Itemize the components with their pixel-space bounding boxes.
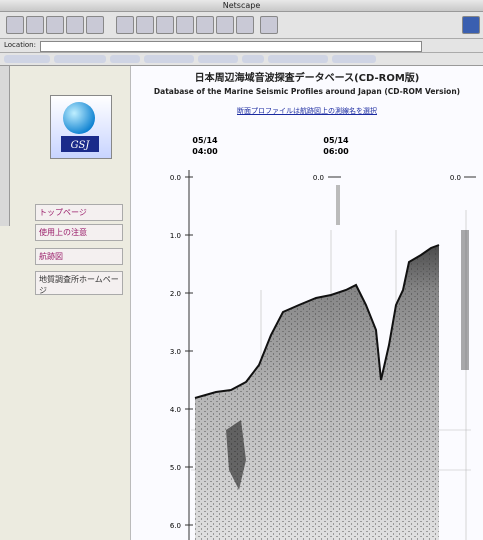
bookmark[interactable]: [332, 55, 376, 63]
browser-window: Netscape Location: GSJ: [0, 0, 483, 540]
url-field[interactable]: [40, 41, 422, 52]
depth-tick-label: 0.0: [170, 174, 181, 182]
right-axis-label: 0.0: [450, 174, 461, 182]
window-title: Netscape: [0, 0, 483, 12]
reload-button[interactable]: [46, 16, 64, 34]
seismic-profile: 05/14 04:00 05/14 06:00 0.0 1.0 2.0 3.0 4.0 5…: [131, 130, 483, 540]
time-clock: 04:00: [192, 147, 218, 156]
profile-labels: 05/14 04:00 05/14 06:00: [192, 136, 349, 156]
logo-sphere: [63, 102, 95, 134]
bookmark[interactable]: [54, 55, 106, 63]
right-profile-edge: [461, 230, 469, 370]
nav-link[interactable]: 地質調査所ホームページ: [35, 271, 123, 295]
back-button[interactable]: [6, 16, 24, 34]
note-link[interactable]: 断面プロファイルは航跡図上の測線名を選択: [131, 106, 483, 116]
nav-link[interactable]: トップページ: [35, 204, 123, 221]
images-button[interactable]: [196, 16, 214, 34]
stop-button[interactable]: [176, 16, 194, 34]
sidebar-tabs: [0, 66, 10, 226]
mid-axis-label: 0.0: [313, 174, 324, 182]
depth-tick-label: 4.0: [170, 406, 181, 414]
print-button[interactable]: [136, 16, 154, 34]
logo-text: GSJ: [71, 140, 91, 151]
throbber: [462, 16, 480, 34]
depth-tick-label: 2.0: [170, 290, 181, 298]
depth-tick-label: 5.0: [170, 464, 181, 472]
guide-button[interactable]: [116, 16, 134, 34]
nav-link[interactable]: 使用上の注意: [35, 224, 123, 241]
tool-button[interactable]: [260, 16, 278, 34]
bookmark[interactable]: [198, 55, 238, 63]
location-label: Location:: [4, 41, 36, 49]
time-clock: 06:00: [323, 147, 349, 156]
bookmark[interactable]: [4, 55, 50, 63]
open-button[interactable]: [216, 16, 234, 34]
bookmark[interactable]: [242, 55, 264, 63]
depth-tick-label: 1.0: [170, 232, 181, 240]
gsj-logo[interactable]: GSJ: [50, 95, 112, 159]
depth-tick-label: 3.0: [170, 348, 181, 356]
bookmark[interactable]: [110, 55, 140, 63]
time-date: 05/14: [323, 136, 349, 145]
home-button[interactable]: [66, 16, 84, 34]
time-date: 05/14: [192, 136, 218, 145]
page-subtitle: Database of the Marine Seismic Profiles …: [131, 87, 483, 96]
page-title: 日本周辺海域音波探査データベース(CD-ROM版): [131, 69, 483, 84]
search-button[interactable]: [86, 16, 104, 34]
depth-tick-label: 6.0: [170, 522, 181, 530]
security-button[interactable]: [156, 16, 174, 34]
find-button[interactable]: [236, 16, 254, 34]
toolbar: [0, 12, 483, 39]
forward-button[interactable]: [26, 16, 44, 34]
bookmark[interactable]: [268, 55, 328, 63]
nav-link[interactable]: 航跡図: [35, 248, 123, 265]
mid-axis-marker: [336, 185, 340, 225]
bookmark[interactable]: [144, 55, 194, 63]
logo-graphic: GSJ: [51, 96, 111, 158]
bookmarks-bar: [0, 53, 483, 66]
